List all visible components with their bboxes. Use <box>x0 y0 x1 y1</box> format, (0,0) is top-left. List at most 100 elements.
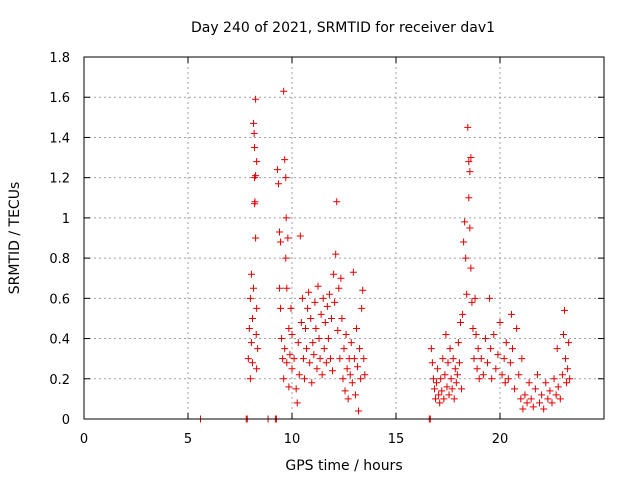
data-point <box>465 194 473 202</box>
data-point <box>451 365 459 373</box>
data-point <box>487 345 495 353</box>
data-point <box>536 399 544 407</box>
data-point <box>330 270 338 278</box>
data-point <box>288 365 296 373</box>
y-tick-label: 1.6 <box>49 91 70 106</box>
data-point <box>488 375 496 383</box>
data-point <box>342 331 350 339</box>
data-point <box>304 304 312 312</box>
data-point <box>299 355 307 363</box>
data-point <box>441 371 449 379</box>
grid-lines <box>84 57 604 419</box>
data-point <box>315 335 323 343</box>
data-point <box>454 339 462 347</box>
data-point <box>253 158 261 166</box>
data-point <box>300 375 308 383</box>
data-point <box>448 385 456 393</box>
data-point <box>475 375 483 383</box>
data-point <box>443 383 451 391</box>
data-point <box>279 355 287 363</box>
data-point <box>361 371 369 379</box>
data-point <box>253 304 261 312</box>
data-point <box>325 290 333 298</box>
data-point <box>564 365 572 373</box>
data-point <box>293 399 301 407</box>
data-point <box>563 379 571 387</box>
data-point <box>305 288 313 296</box>
data-point <box>538 391 546 399</box>
data-point <box>446 345 454 353</box>
data-point <box>318 371 326 379</box>
data-point <box>348 379 356 387</box>
data-point <box>250 129 258 137</box>
data-point <box>350 355 358 363</box>
data-point <box>529 403 537 411</box>
data-point <box>498 371 506 379</box>
data-point <box>460 238 468 246</box>
data-point <box>324 335 332 343</box>
data-point <box>439 355 447 363</box>
data-point <box>429 375 437 383</box>
data-point <box>244 355 252 363</box>
data-point <box>471 294 479 302</box>
data-point <box>276 228 284 236</box>
data-point <box>515 371 523 379</box>
y-tick-label: 1.8 <box>49 51 70 66</box>
y-tick-label: 0.4 <box>49 333 70 348</box>
data-point <box>280 87 288 95</box>
data-point <box>310 351 318 359</box>
data-point <box>445 391 453 399</box>
data-point <box>320 345 328 353</box>
data-point <box>472 331 480 339</box>
data-point <box>323 302 331 310</box>
data-point <box>246 375 254 383</box>
data-point <box>282 214 290 222</box>
data-point <box>303 345 311 353</box>
data-point <box>282 174 290 182</box>
y-axis-label: SRMTID / TECUs <box>7 182 23 295</box>
data-point <box>248 359 256 367</box>
data-point <box>274 180 282 188</box>
data-point <box>508 345 516 353</box>
data-point <box>329 367 337 375</box>
data-point <box>437 375 445 383</box>
data-point <box>511 385 519 393</box>
data-point <box>502 339 510 347</box>
y-tick-label: 0.6 <box>49 292 70 307</box>
data-point <box>316 355 324 363</box>
data-point <box>464 123 472 131</box>
data-point <box>465 158 473 166</box>
data-point <box>347 339 355 347</box>
plot-frame <box>83 56 605 420</box>
data-point <box>504 375 512 383</box>
x-axis-label: GPS time / hours <box>285 458 402 474</box>
data-point <box>468 298 476 306</box>
data-point <box>252 95 260 103</box>
data-point <box>311 298 319 306</box>
data-point <box>444 359 452 367</box>
data-point <box>286 351 294 359</box>
axis-ticks: 0 0.2 0.4 0.6 0.8 1 1.2 1.4 1.6 1.8 0 5 10 15 20 <box>49 51 604 447</box>
data-point <box>455 359 463 367</box>
data-point <box>494 351 502 359</box>
data-point <box>553 345 561 353</box>
x-tick-label: 10 <box>284 432 301 447</box>
data-point <box>559 331 567 339</box>
data-point <box>456 318 464 326</box>
data-point <box>458 385 466 393</box>
data-point <box>507 310 515 318</box>
data-point <box>250 284 258 292</box>
data-point <box>438 387 446 395</box>
data-point <box>252 172 260 180</box>
data-point <box>349 268 357 276</box>
data-point <box>490 331 498 339</box>
data-point <box>248 314 256 322</box>
data-point <box>556 395 564 403</box>
y-tick-label: 0.2 <box>49 373 70 388</box>
data-point <box>283 359 291 367</box>
data-point <box>250 119 258 127</box>
data-point <box>469 325 477 332</box>
data-point <box>519 405 527 413</box>
x-tick-label: 20 <box>492 432 509 447</box>
data-point <box>313 365 321 373</box>
